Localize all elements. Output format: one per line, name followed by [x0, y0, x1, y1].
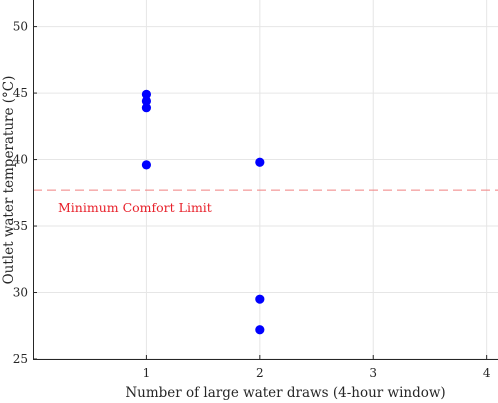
y-axis-label: Outlet water temperature (°C) — [1, 76, 17, 285]
y-tick-label: 40 — [13, 153, 28, 167]
y-tick-label: 50 — [13, 20, 28, 34]
x-tick-label: 4 — [483, 366, 491, 380]
data-point — [255, 325, 265, 335]
y-tick-label: 45 — [13, 86, 28, 100]
minimum-comfort-limit-label: Minimum Comfort Limit — [58, 200, 212, 215]
data-point — [141, 89, 152, 100]
data-point — [141, 103, 152, 113]
y-tick-label: 35 — [13, 219, 28, 233]
x-tick-label: 2 — [256, 366, 264, 380]
x-axis-label: Number of large water draws (4-hour wind… — [125, 385, 445, 401]
y-tick-labels: 25 30 35 40 45 50 — [13, 20, 37, 366]
y-tick-label: 25 — [13, 352, 28, 366]
data-point — [141, 160, 152, 170]
data-points — [141, 89, 265, 335]
data-point — [255, 157, 265, 167]
x-tick-label: 1 — [143, 366, 151, 380]
data-point — [255, 294, 265, 304]
grid-lines — [33, 0, 498, 360]
x-tick-label: 3 — [369, 366, 377, 380]
x-tick-labels: 1 2 3 4 — [143, 355, 491, 380]
y-tick-label: 30 — [13, 286, 28, 300]
data-point — [141, 96, 152, 106]
